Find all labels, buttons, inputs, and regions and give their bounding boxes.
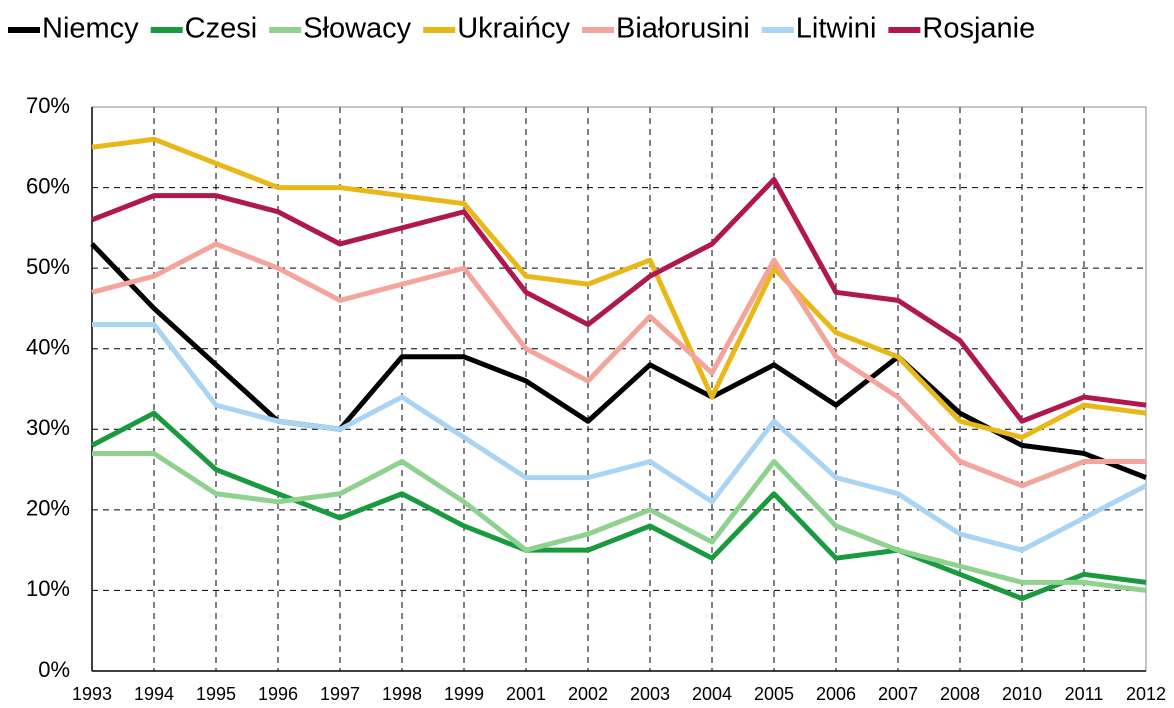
y-tick-label: 50%	[26, 254, 70, 279]
y-tick-label: 60%	[26, 173, 70, 198]
x-tick-label: 1995	[196, 684, 236, 704]
x-tick-label: 2010	[1002, 684, 1042, 704]
legend-label: Czesi	[185, 13, 258, 45]
series-line	[92, 322, 1148, 553]
x-tick-label: 2012	[1126, 684, 1166, 704]
x-tick-label: 1999	[444, 684, 484, 704]
series-line	[90, 242, 1147, 480]
x-tick-label: 1994	[134, 684, 174, 704]
series-line	[91, 136, 1147, 440]
series-line	[91, 241, 1146, 489]
x-tick-label: 2006	[816, 684, 856, 704]
x-tick-label: 2008	[940, 684, 980, 704]
series-line	[91, 177, 1147, 424]
y-tick-label: 0%	[38, 657, 70, 682]
x-tick-label: 1996	[258, 684, 298, 704]
y-tick-label: 10%	[26, 576, 70, 601]
series-line	[90, 410, 1147, 601]
x-tick-label: 2004	[692, 684, 732, 704]
legend-label: Ukraińcy	[457, 13, 570, 45]
x-tick-label: 2001	[506, 684, 546, 704]
legend-label: Słowacy	[303, 13, 411, 45]
x-tick-label: 2011	[1065, 684, 1104, 704]
y-tick-label: 20%	[26, 496, 70, 521]
x-tick-label: 2005	[754, 684, 794, 704]
y-tick-label: 70%	[26, 93, 70, 118]
x-tick-label: 1998	[382, 684, 422, 704]
legend-label: Niemcy	[42, 13, 139, 45]
y-tick-label: 40%	[26, 335, 70, 360]
x-tick-label: 2007	[878, 684, 918, 704]
y-tick-label: 30%	[26, 415, 70, 440]
x-tick-label: 2002	[568, 684, 608, 704]
legend-label: Rosjanie	[922, 13, 1035, 45]
x-tick-label: 1997	[320, 684, 360, 704]
legend-label: Białorusini	[616, 13, 750, 45]
legend-label: Litwini	[796, 13, 877, 45]
series-line	[92, 450, 1147, 593]
x-tick-label: 1993	[72, 684, 112, 704]
x-tick-label: 2003	[630, 684, 670, 704]
